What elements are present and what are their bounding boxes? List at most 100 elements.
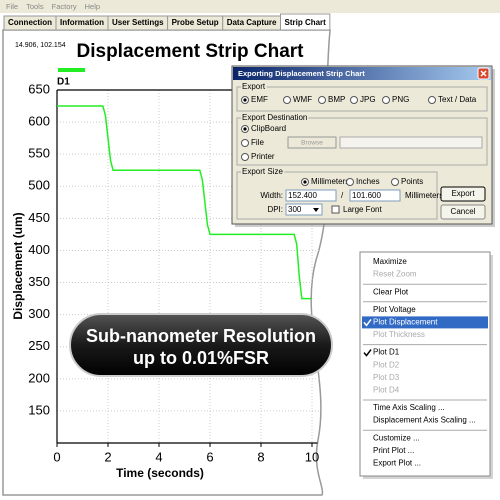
radio-option[interactable]: JPG <box>350 95 376 104</box>
x-tick-label: 8 <box>257 449 264 464</box>
menu-item: Plot D3 <box>373 373 400 382</box>
check-mark <box>363 318 372 327</box>
menu-item[interactable]: Plot Displacement <box>362 316 488 329</box>
radio-label: ClipBoard <box>251 124 286 133</box>
group-label-bg <box>241 167 285 177</box>
tab-label: Data Capture <box>227 18 277 27</box>
dialog-button-label: Export <box>451 189 475 198</box>
radio-label: File <box>251 138 264 147</box>
menu-label: Plot Thickness <box>373 330 425 339</box>
radio-button <box>391 178 399 186</box>
dialog-button-label: Cancel <box>451 207 476 216</box>
large-font-checkbox[interactable] <box>331 205 340 214</box>
menu-item[interactable]: Clear Plot <box>373 287 409 296</box>
menu-label: Plot D2 <box>373 360 400 369</box>
radio-option[interactable]: BMP <box>318 95 346 104</box>
radio-button <box>428 96 436 104</box>
group-box <box>236 117 488 166</box>
group-label: Export <box>242 82 266 91</box>
tab[interactable]: Probe Setup <box>167 15 224 31</box>
x-axis-label: Time (seconds) <box>116 466 204 480</box>
radio-button <box>241 153 249 161</box>
menu-item[interactable]: Factory <box>52 2 77 11</box>
tab-label: Information <box>60 18 104 27</box>
menu-label: Plot D4 <box>373 386 400 395</box>
menu-item[interactable]: Plot D1 <box>363 348 400 357</box>
dpi-label: DPI: <box>267 205 283 214</box>
radio-option[interactable]: Text / Data <box>428 95 477 104</box>
tab-label: Probe Setup <box>172 18 219 27</box>
group-label: Export Destination <box>242 113 307 122</box>
x-tick-label: 2 <box>104 449 111 464</box>
menu-item[interactable]: Print Plot ... <box>373 446 414 455</box>
menu-item[interactable]: Time Axis Scaling ... <box>373 403 445 412</box>
x-tick-label: 6 <box>206 449 213 464</box>
y-tick-label: 350 <box>28 274 50 289</box>
y-tick-label: 200 <box>28 370 50 385</box>
menu-label: Plot Voltage <box>373 305 416 314</box>
height-textbox[interactable] <box>349 189 401 202</box>
browse-button[interactable] <box>287 136 337 149</box>
y-tick-label: 550 <box>28 146 50 161</box>
legend-label: D1 <box>57 77 70 88</box>
radio-option[interactable]: EMF <box>241 95 269 104</box>
radio-button <box>346 178 354 186</box>
menu-label: Plot Displacement <box>373 318 438 327</box>
tab[interactable]: User Settings <box>107 15 169 31</box>
group-box <box>236 171 438 220</box>
width-textbox[interactable] <box>285 189 337 202</box>
radio-option[interactable]: File <box>241 138 265 147</box>
x-tick-label: 4 <box>155 449 162 464</box>
tab[interactable]: Connection <box>3 15 57 31</box>
menu-label: Displacement Axis Scaling ... <box>373 416 476 425</box>
dialog-button[interactable] <box>440 186 486 202</box>
y-tick-label: 650 <box>28 81 50 96</box>
width-value: 152.400 <box>288 191 317 200</box>
radio-dot <box>243 98 247 102</box>
radio-label: EMF <box>251 95 268 104</box>
radio-option[interactable]: WMF <box>283 95 313 104</box>
menu-item[interactable]: Export Plot ... <box>373 459 421 468</box>
radio-label: PNG <box>392 95 409 104</box>
menu-item[interactable]: Help <box>85 2 100 11</box>
menu-item[interactable]: Maximize <box>373 257 407 266</box>
radio-option[interactable]: Points <box>391 177 424 186</box>
menu-item[interactable]: Customize ... <box>373 433 420 442</box>
group-label: Export Size <box>242 167 283 176</box>
size-separator: / <box>341 191 344 200</box>
menu-label: Clear Plot <box>373 287 409 296</box>
dialog-button[interactable] <box>440 204 486 220</box>
tab[interactable]: Information <box>55 15 109 31</box>
tab[interactable]: Data Capture <box>222 15 281 31</box>
menu-item[interactable]: Displacement Axis Scaling ... <box>373 416 476 425</box>
radio-option[interactable]: Printer <box>241 152 275 161</box>
radio-option[interactable]: Inches <box>346 177 380 186</box>
radio-dot <box>303 180 307 184</box>
dialog-title: Exporting Displacement Strip Chart <box>238 69 365 78</box>
radio-label: WMF <box>293 95 312 104</box>
menu-item[interactable]: File <box>6 2 18 11</box>
menu-label: Time Axis Scaling ... <box>373 403 445 412</box>
tab-label: User Settings <box>112 18 164 27</box>
menu-label: Customize ... <box>373 433 420 442</box>
width-label: Width: <box>260 191 283 200</box>
x-tick-label: 10 <box>305 449 319 464</box>
y-axis-label: Displacement (um) <box>11 212 25 319</box>
badge-text: Sub-nanometer Resolution <box>86 326 316 346</box>
y-tick-label: 600 <box>28 114 50 129</box>
radio-option[interactable]: Millimeters <box>301 177 350 186</box>
menu-item: Plot Thickness <box>373 330 425 339</box>
radio-button <box>283 96 291 104</box>
dpi-select[interactable] <box>285 203 323 216</box>
y-tick-label: 400 <box>28 242 50 257</box>
large-font-label: Large Font <box>343 205 382 214</box>
file-textbox <box>339 136 483 149</box>
chart-title: Displacement Strip Chart <box>77 41 305 62</box>
menu-label: Reset Zoom <box>373 270 417 279</box>
menu-bar <box>0 0 500 13</box>
menu-item[interactable]: Plot Voltage <box>373 305 416 314</box>
radio-option[interactable]: PNG <box>382 95 410 104</box>
menu-item[interactable]: Tools <box>26 2 44 11</box>
tab[interactable]: Strip Chart <box>280 13 331 31</box>
radio-option[interactable]: ClipBoard <box>241 124 287 133</box>
